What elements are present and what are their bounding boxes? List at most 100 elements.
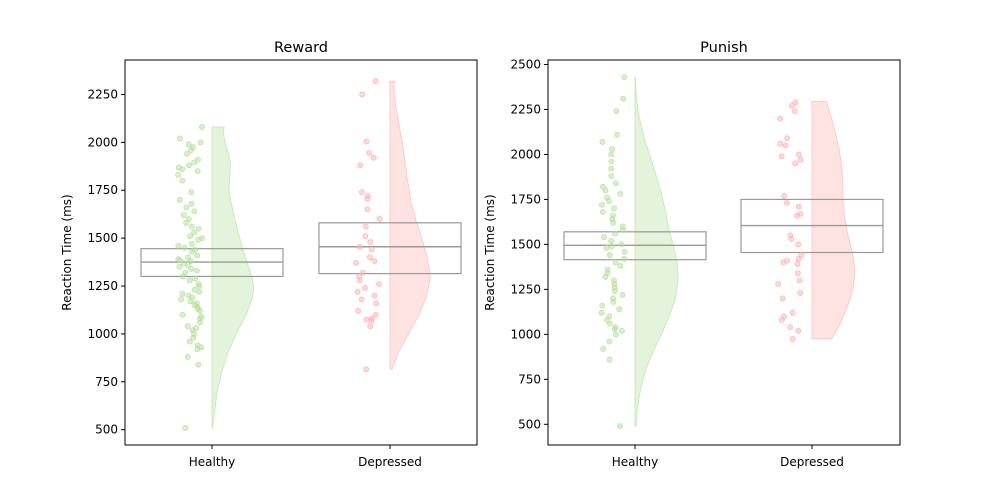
depressed-point xyxy=(789,309,796,316)
healthy-point xyxy=(191,159,197,166)
depressed-point xyxy=(797,290,804,296)
y-tick-label: 500 xyxy=(95,423,118,437)
depressed-point xyxy=(364,195,371,202)
healthy-point xyxy=(600,345,607,352)
healthy-point xyxy=(188,200,195,207)
depressed-point xyxy=(363,138,370,145)
depressed-point xyxy=(794,212,800,219)
healthy-point xyxy=(187,258,194,264)
healthy-point xyxy=(197,319,203,326)
y-tick-label: 2000 xyxy=(87,135,118,149)
y-tick-label: 2250 xyxy=(87,87,118,101)
healthy-point xyxy=(610,299,617,305)
depressed-point xyxy=(359,91,366,98)
depressed-point xyxy=(373,300,380,307)
chart-title: Reward xyxy=(274,40,328,56)
depressed-point xyxy=(366,149,372,156)
healthy-point xyxy=(601,234,607,241)
healthy-point xyxy=(183,219,189,226)
healthy-point xyxy=(621,74,628,80)
healthy-point xyxy=(618,241,625,248)
depressed-point xyxy=(778,153,785,160)
healthy-point xyxy=(617,191,624,197)
depressed-point xyxy=(368,317,375,324)
healthy-point xyxy=(184,323,191,330)
depressed-point xyxy=(376,281,382,287)
healthy-point xyxy=(175,242,182,249)
healthy-point xyxy=(176,135,183,142)
healthy-point xyxy=(176,196,183,203)
healthy-point xyxy=(603,245,610,251)
y-tick-label: 1000 xyxy=(510,327,541,341)
depressed-point xyxy=(368,246,375,253)
depressed-point xyxy=(789,335,796,342)
depressed-point xyxy=(777,115,784,122)
healthy-point xyxy=(608,158,615,165)
healthy-point xyxy=(188,189,195,196)
healthy-point xyxy=(620,95,627,102)
depressed-point xyxy=(781,192,788,199)
depressed-point xyxy=(367,323,374,330)
healthy-point xyxy=(188,265,194,272)
healthy-point xyxy=(599,302,606,309)
healthy-point xyxy=(193,267,200,274)
depressed-point xyxy=(796,277,803,284)
depressed-point xyxy=(371,292,378,299)
depressed-point xyxy=(795,327,802,334)
healthy-point xyxy=(179,273,186,280)
healthy-point xyxy=(176,263,183,270)
healthy-point xyxy=(184,353,191,360)
depressed-point xyxy=(360,269,366,276)
healthy-point xyxy=(609,146,615,152)
healthy-point xyxy=(599,209,606,215)
healthy-point xyxy=(608,173,615,179)
depressed-point xyxy=(363,316,370,323)
healthy-point xyxy=(608,165,615,172)
depressed-point xyxy=(794,270,801,277)
healthy-point xyxy=(616,306,623,313)
healthy-point xyxy=(175,171,181,178)
healthy-point xyxy=(179,290,186,297)
healthy-point xyxy=(621,255,627,262)
depressed-point xyxy=(357,162,364,169)
y-tick-label: 1500 xyxy=(87,231,118,245)
depressed-point xyxy=(355,307,361,314)
healthy-point xyxy=(186,277,193,284)
depressed-point xyxy=(783,200,790,206)
healthy-point xyxy=(617,263,624,269)
depressed-violin xyxy=(811,100,856,340)
healthy-point xyxy=(197,307,203,314)
depressed-point xyxy=(775,281,782,287)
y-tick-label: 1000 xyxy=(87,327,118,341)
depressed-point xyxy=(780,259,786,266)
depressed-point xyxy=(784,135,791,142)
healthy-point xyxy=(179,166,186,173)
depressed-point xyxy=(358,189,365,196)
depressed-point xyxy=(364,206,371,213)
healthy-point xyxy=(613,108,620,115)
y-tick-label: 750 xyxy=(518,372,541,386)
healthy-point xyxy=(191,229,197,236)
healthy-point xyxy=(602,273,609,280)
healthy-point xyxy=(609,243,615,250)
healthy-point xyxy=(184,262,191,268)
depressed-point xyxy=(376,216,383,222)
healthy-point xyxy=(182,424,189,431)
healthy-point xyxy=(610,219,616,226)
depressed-point xyxy=(792,99,799,106)
healthy-point xyxy=(619,327,625,334)
healthy-point xyxy=(191,208,198,215)
y-tick-label: 1750 xyxy=(510,192,541,206)
healthy-point xyxy=(599,201,605,208)
healthy-point xyxy=(188,240,195,247)
depressed-point xyxy=(361,284,368,291)
healthy-point xyxy=(599,138,606,145)
depressed-violin xyxy=(389,80,431,370)
depressed-point xyxy=(362,223,369,230)
healthy-point xyxy=(186,162,192,169)
healthy-point xyxy=(184,150,190,157)
healthy-point xyxy=(611,205,617,212)
depressed-point xyxy=(777,140,784,147)
depressed-point xyxy=(356,277,363,284)
